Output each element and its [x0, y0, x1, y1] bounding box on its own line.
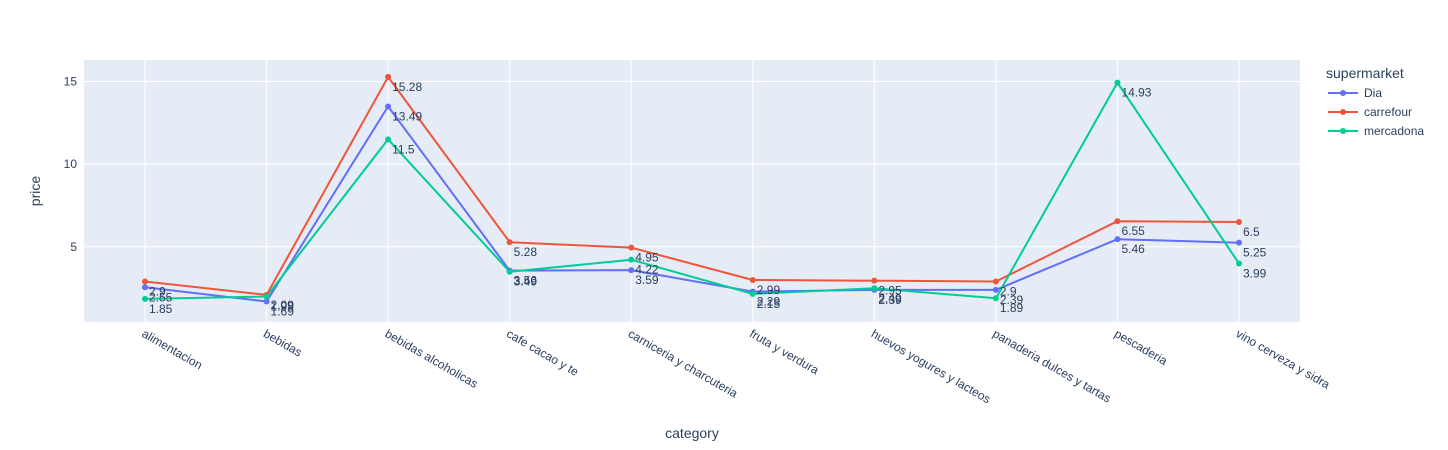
data-label: 2.29 [757, 295, 781, 309]
legend-item-label: Dia [1364, 86, 1382, 100]
x-tick-label: panaderia dulces y tartas [990, 326, 1113, 405]
y-tick-label: 5 [70, 240, 77, 254]
data-label: 3.59 [635, 273, 659, 287]
data-point [385, 73, 392, 80]
data-label: 2.09 [271, 298, 295, 312]
data-point [1114, 218, 1121, 225]
series-line [144, 75, 1240, 296]
x-tick-label: bebidas alcoholicas [383, 326, 481, 390]
y-tick-label: 15 [64, 74, 78, 88]
data-point [992, 295, 999, 302]
legend-item-label: carrefour [1364, 105, 1412, 119]
data-label: 15.28 [392, 80, 422, 94]
data-label: 5.28 [514, 245, 538, 259]
data-label: 2.49 [878, 291, 902, 305]
data-label: 1.85 [149, 302, 173, 316]
data-label: 2.9 [149, 285, 166, 299]
x-tick-label: carniceria y charcuteria [626, 326, 741, 400]
data-point [142, 278, 148, 285]
x-tick-label: fruta y verdura [747, 326, 821, 377]
x-tick-label: bebidas [261, 326, 304, 359]
data-point [628, 244, 635, 251]
series-line [144, 81, 1240, 300]
legend-swatch-marker [1340, 109, 1346, 115]
legend-item-label: mercadona [1364, 124, 1424, 138]
data-point [142, 284, 148, 291]
data-point [749, 277, 756, 284]
series-lines [144, 75, 1240, 303]
data-label: 3.56 [514, 274, 538, 288]
data-point [142, 295, 148, 302]
data-label: 2.99 [757, 283, 781, 297]
y-axis-ticks: 5 10 15 [64, 74, 78, 253]
data-point [871, 285, 878, 292]
x-tick-label: alimentacion [140, 326, 205, 372]
data-label: 2.15 [757, 297, 781, 311]
data-point [506, 268, 513, 275]
data-point [1114, 79, 1121, 86]
legend-swatch-marker [1340, 128, 1346, 134]
data-point [749, 290, 756, 297]
data-point [1236, 239, 1242, 246]
data-point [628, 267, 635, 274]
data-label: 4.95 [635, 251, 659, 265]
data-point [628, 256, 635, 263]
series-line [144, 105, 1240, 303]
legend-title: supermarket [1326, 65, 1404, 81]
data-label: 6.5 [1243, 225, 1260, 239]
data-point [1114, 236, 1121, 243]
data-label: 3.49 [514, 275, 538, 289]
data-label: 6.55 [1121, 224, 1145, 238]
legend: supermarket Dia carrefour mercadona [1326, 65, 1424, 138]
data-point [1236, 218, 1242, 225]
data-point [1236, 260, 1242, 267]
data-point [992, 286, 999, 293]
data-label: 3.99 [1243, 266, 1267, 280]
data-point [871, 277, 878, 284]
data-point [385, 136, 392, 143]
data-label: 11.5 [392, 142, 415, 156]
data-label: 13.49 [392, 109, 422, 123]
data-label: 4.22 [635, 263, 659, 277]
data-label: 1.89 [1000, 301, 1024, 315]
legend-swatch-marker [1340, 90, 1346, 96]
data-point [992, 278, 999, 285]
data-label: 1.99 [271, 300, 295, 314]
y-axis-title: price [27, 176, 43, 207]
data-label: 2.95 [878, 284, 902, 298]
data-labels: 2.55 1.69 13.49 3.56 3.59 2.29 2.39 2.39 5.46 5.2… [149, 80, 1267, 319]
y-tick-label: 10 [64, 157, 78, 171]
data-label: 2.39 [1000, 293, 1024, 307]
data-point [263, 298, 270, 305]
data-label: 2.55 [149, 290, 173, 304]
data-point [263, 293, 270, 300]
x-tick-label: huevos yogures y lacteos [869, 326, 993, 406]
data-label: 2.39 [878, 293, 902, 307]
x-axis-title: category [665, 425, 719, 441]
x-tick-label: cafe cacao y te [504, 326, 581, 379]
series-points [142, 73, 1242, 305]
data-label: 5.25 [1243, 246, 1267, 260]
plot-background [84, 60, 1300, 322]
data-point [506, 239, 513, 246]
data-label: 14.93 [1121, 86, 1151, 100]
x-tick-label: vino cerveza y sidra [1234, 326, 1333, 391]
data-label: 2.9 [1000, 285, 1017, 299]
x-tick-label: pescaderia [1112, 326, 1170, 368]
data-label: 1.69 [271, 305, 295, 319]
x-axis-ticks: alimentacion bebidas bebidas alcoholicas ca… [140, 326, 1333, 406]
data-label: 5.46 [1121, 242, 1145, 256]
data-point [385, 103, 392, 110]
